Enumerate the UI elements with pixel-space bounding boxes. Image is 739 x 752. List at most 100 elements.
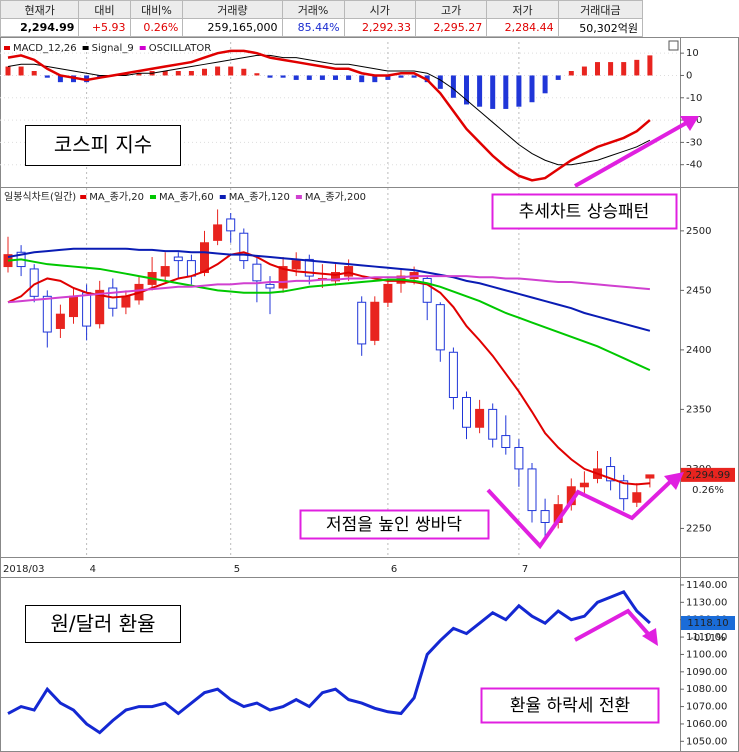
panel-button[interactable] [668,40,679,51]
candle-body [304,258,314,277]
y-tick-label: 1090.00 [686,667,727,678]
header-cell: 대비% [129,0,184,19]
price-tag [681,615,735,630]
oscillator-bar [31,71,37,76]
ma-line [7,247,651,332]
oscillator-bar [18,66,24,76]
legend-label: OSCILLATOR [149,43,212,54]
oscillator-bar [437,75,443,89]
annotation: 추세차트 상승패턴 [519,202,650,222]
arrowhead [680,116,699,131]
header-cell: 고가 [414,0,488,19]
legend-swatch [149,195,156,199]
quote-table: 현재가 대비 대비% 거래량 거래% 시가 고가 저가 거래대금 2,294.99 +5.93 0.… [0,0,644,37]
header-cell: 거래% [281,0,345,19]
oscillator-bar [398,75,404,78]
oscillator-bar [241,68,247,76]
legend-swatch [295,195,302,199]
legend-label: MA_종가,120 [229,191,290,203]
candle-body [226,218,236,232]
ma-line [7,275,650,304]
y-tick-label: 10 [686,48,699,59]
candle-body [82,292,92,327]
annotation-box [299,509,490,540]
oscillator-bar [464,75,469,105]
x-tick-label: 2018/03 [3,564,45,575]
legend-label: MACD_12,26 [13,43,77,54]
value-cell: 50,302억원 [557,18,644,37]
candle-body [95,289,105,325]
value-cell: 2,292.33 [343,18,416,37]
y-tick-label: 0 [686,70,692,81]
candle-body [69,295,78,318]
y-tick-label: 2250 [686,523,711,534]
candle-body [173,256,183,262]
y-tick-label: 1110.00 [686,632,727,643]
oscillator-bar [202,68,207,76]
oscillator-bar [267,75,273,78]
oscillator-bar [634,59,640,76]
oscillator-bar [306,75,312,80]
value-cell: 259,165,000 [182,18,283,37]
y-tick-label: 1080.00 [686,684,727,695]
candle-body [121,295,131,308]
oscillator-bar [57,75,63,83]
oscillator-bar [568,71,574,76]
y-tick-label: -10 [686,93,702,104]
oscillator-bar [359,75,365,83]
y-tick-label: 1130.00 [686,597,727,608]
oscillator-bar [581,66,587,76]
candle-body [344,266,354,277]
y-tick-label: 2400 [686,345,711,356]
value-row: 2,294.99 +5.93 0.26% 259,165,000 85.44% 2,292… [0,18,644,37]
series-line [7,49,651,182]
x-tick-label: 4 [90,564,96,575]
candle-body [278,266,288,289]
oscillator-bar [162,71,168,76]
oscillator-bar [450,75,456,98]
value-cell: 2,294.99 [0,18,80,37]
candle-body [42,295,52,333]
oscillator-bar [333,75,338,80]
value-cell: 0.26% [129,18,184,37]
x-tick-label: 6 [391,564,397,575]
oscillator-bar [621,62,627,76]
candle-body [383,283,393,303]
y-tick-label: 1050.00 [686,736,727,747]
oscillator-bar [280,75,286,78]
y-tick-label: 2500 [686,226,711,237]
annotation: 환율 하락세 전환 [510,696,630,716]
x-tick-label: 5 [234,564,240,575]
candle-body [540,510,550,523]
oscillator-bar [188,71,194,76]
candle-body [331,272,340,282]
annotation-box [491,193,678,230]
candle-body [252,263,262,282]
arrow [574,120,689,188]
legend-label: MA_종가,60 [159,191,214,203]
change-label: 0.26% [692,485,724,496]
legend-label: MA_종가,200 [305,191,366,203]
candle-body [291,260,301,270]
arrowhead [664,472,684,490]
legend-label: Signal_9 [92,43,134,54]
value-cell: 85.44% [281,18,345,37]
oscillator-bar [555,75,561,80]
oscillator-bar [647,55,653,76]
oscillator-bar [175,71,181,76]
candle-body [357,301,367,345]
price-tag-label: 1118.10 [687,618,728,629]
candle-body [488,408,498,440]
oscillator-bar [254,73,260,76]
candle-body [160,266,170,277]
panel-title: 일봉식차트(일간) [4,191,76,203]
price-tag-label: 2,294.99 [686,470,731,481]
x-tick-label: 7 [522,564,528,575]
oscillator-bar [477,75,483,107]
candle-body [422,277,432,303]
y-tick-label: -40 [686,160,702,171]
candle-body [645,474,655,479]
header-cell: 거래대금 [557,0,644,19]
oscillator-bar [136,73,142,76]
